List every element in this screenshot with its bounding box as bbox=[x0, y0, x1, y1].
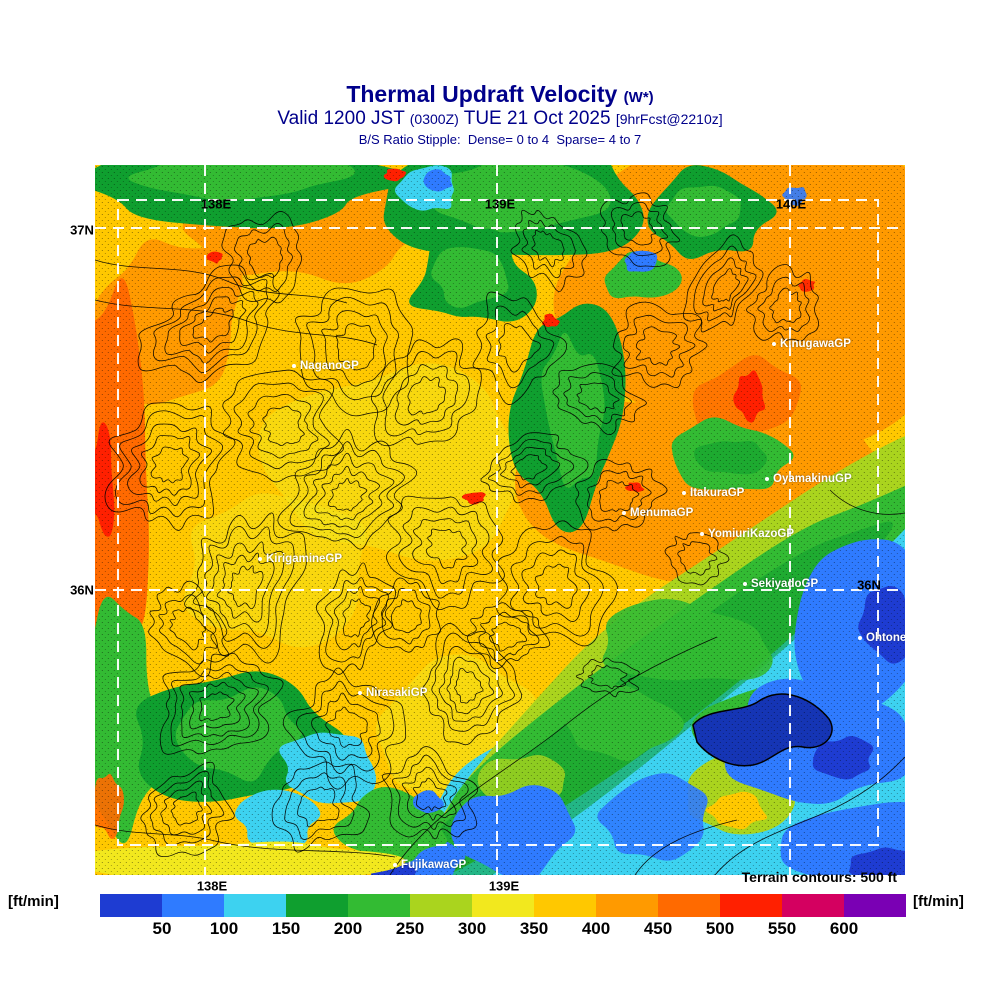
station-dot-icon bbox=[292, 364, 296, 368]
colorbar-segment bbox=[472, 894, 534, 917]
station-marker: NirasakiGP bbox=[358, 687, 427, 699]
colorbar-segment bbox=[410, 894, 472, 917]
station-marker: SekiyadoGP bbox=[743, 578, 818, 590]
colorbar-value: 450 bbox=[643, 919, 673, 938]
terrain-contours-note: Terrain contours: 500 ft bbox=[741, 869, 897, 885]
station-dot-icon bbox=[700, 532, 704, 536]
colorbar-value: 550 bbox=[767, 919, 797, 938]
grid-label: 36N bbox=[857, 577, 881, 593]
station-dot-icon bbox=[682, 491, 686, 495]
station-marker: KirigamineGP bbox=[258, 553, 342, 565]
station-label: KinugawaGP bbox=[780, 338, 851, 350]
station-marker: FujikawaGP bbox=[393, 859, 466, 871]
station-label: ItakuraGP bbox=[690, 487, 745, 499]
station-layer: NaganoGP KinugawaGP OyamakinuGP ItakuraGP Me… bbox=[95, 165, 905, 875]
station-dot-icon bbox=[358, 691, 362, 695]
colorbar-value: 600 bbox=[829, 919, 859, 938]
colorbar-segment bbox=[844, 894, 906, 917]
units-label-right: [ft/min] bbox=[913, 893, 964, 910]
colorbar-value: 100 bbox=[209, 919, 239, 938]
station-marker: OyamakinuGP bbox=[765, 473, 852, 485]
station-label: NaganoGP bbox=[300, 360, 359, 372]
colorbar-value: 500 bbox=[705, 919, 735, 938]
colorbar-segment bbox=[658, 894, 720, 917]
units-label-left: [ft/min] bbox=[8, 893, 59, 910]
station-label: YomiuriKazoGP bbox=[708, 528, 795, 540]
grid-label: 138E bbox=[196, 878, 228, 894]
station-dot-icon bbox=[743, 582, 747, 586]
colorbar-segment bbox=[162, 894, 224, 917]
colorbar-value: 400 bbox=[581, 919, 611, 938]
valid-line: Valid 1200 JST (0300Z) TUE 21 Oct 2025 [… bbox=[0, 108, 1000, 130]
title-text: Thermal Updraft Velocity bbox=[346, 81, 618, 107]
colorbar-value: 200 bbox=[333, 919, 363, 938]
station-label: OyamakinuGP bbox=[773, 473, 852, 485]
stipple-note: B/S Ratio Stipple: Dense= 0 to 4 Sparse=… bbox=[358, 132, 642, 148]
page-title: Thermal Updraft Velocity (W*) bbox=[0, 81, 1000, 107]
grid-label: 140E bbox=[775, 196, 807, 212]
colorbar-segment bbox=[286, 894, 348, 917]
colorbar-value: 50 bbox=[152, 919, 172, 938]
valid-date: TUE 21 Oct 2025 bbox=[463, 108, 611, 130]
colorbar-segment bbox=[720, 894, 782, 917]
colorbar-segment bbox=[100, 894, 162, 917]
colorbar-segment bbox=[596, 894, 658, 917]
colorbar-segment bbox=[534, 894, 596, 917]
station-label: SekiyadoGP bbox=[751, 578, 819, 590]
station-marker: NaganoGP bbox=[292, 360, 359, 372]
colorbar-segment bbox=[224, 894, 286, 917]
colorbar-value: 250 bbox=[395, 919, 425, 938]
colorbar-value: 150 bbox=[271, 919, 301, 938]
title-suffix: (W*) bbox=[623, 89, 654, 106]
station-dot-icon bbox=[765, 477, 769, 481]
colorbar bbox=[100, 894, 906, 917]
grid-label: 138E bbox=[200, 196, 232, 212]
station-label: OhtoneGP bbox=[866, 632, 905, 644]
colorbar-segment bbox=[782, 894, 844, 917]
station-marker: YomiuriKazoGP bbox=[700, 528, 794, 540]
station-label: NirasakiGP bbox=[366, 687, 428, 699]
station-dot-icon bbox=[772, 342, 776, 346]
colorbar-segment bbox=[348, 894, 410, 917]
station-label: FujikawaGP bbox=[401, 859, 467, 871]
station-label: KirigamineGP bbox=[266, 553, 343, 565]
colorbar-value: 300 bbox=[457, 919, 487, 938]
station-dot-icon bbox=[622, 511, 626, 515]
grid-label: 37N bbox=[70, 222, 94, 238]
valid-zulu: (0300Z) bbox=[409, 111, 459, 128]
station-dot-icon bbox=[858, 636, 862, 640]
forecast-map: NaganoGP KinugawaGP OyamakinuGP ItakuraGP Me… bbox=[95, 165, 905, 875]
station-dot-icon bbox=[258, 557, 262, 561]
valid-prefix: Valid 1200 JST bbox=[277, 108, 405, 130]
chart-header: Thermal Updraft Velocity (W*) Valid 1200… bbox=[0, 81, 1000, 148]
colorbar-value: 350 bbox=[519, 919, 549, 938]
station-label: MenumaGP bbox=[630, 507, 694, 519]
grid-label: 36N bbox=[70, 582, 94, 598]
station-marker: MenumaGP bbox=[622, 507, 693, 519]
station-marker: KinugawaGP bbox=[772, 338, 851, 350]
station-marker: ItakuraGP bbox=[682, 487, 744, 499]
map-canvas bbox=[95, 165, 905, 875]
station-dot-icon bbox=[393, 863, 397, 867]
valid-fcst: [9hrFcst@2210z] bbox=[615, 111, 723, 128]
grid-label: 139E bbox=[488, 878, 520, 894]
grid-label: 139E bbox=[484, 196, 516, 212]
station-marker: OhtoneGP bbox=[858, 632, 905, 644]
